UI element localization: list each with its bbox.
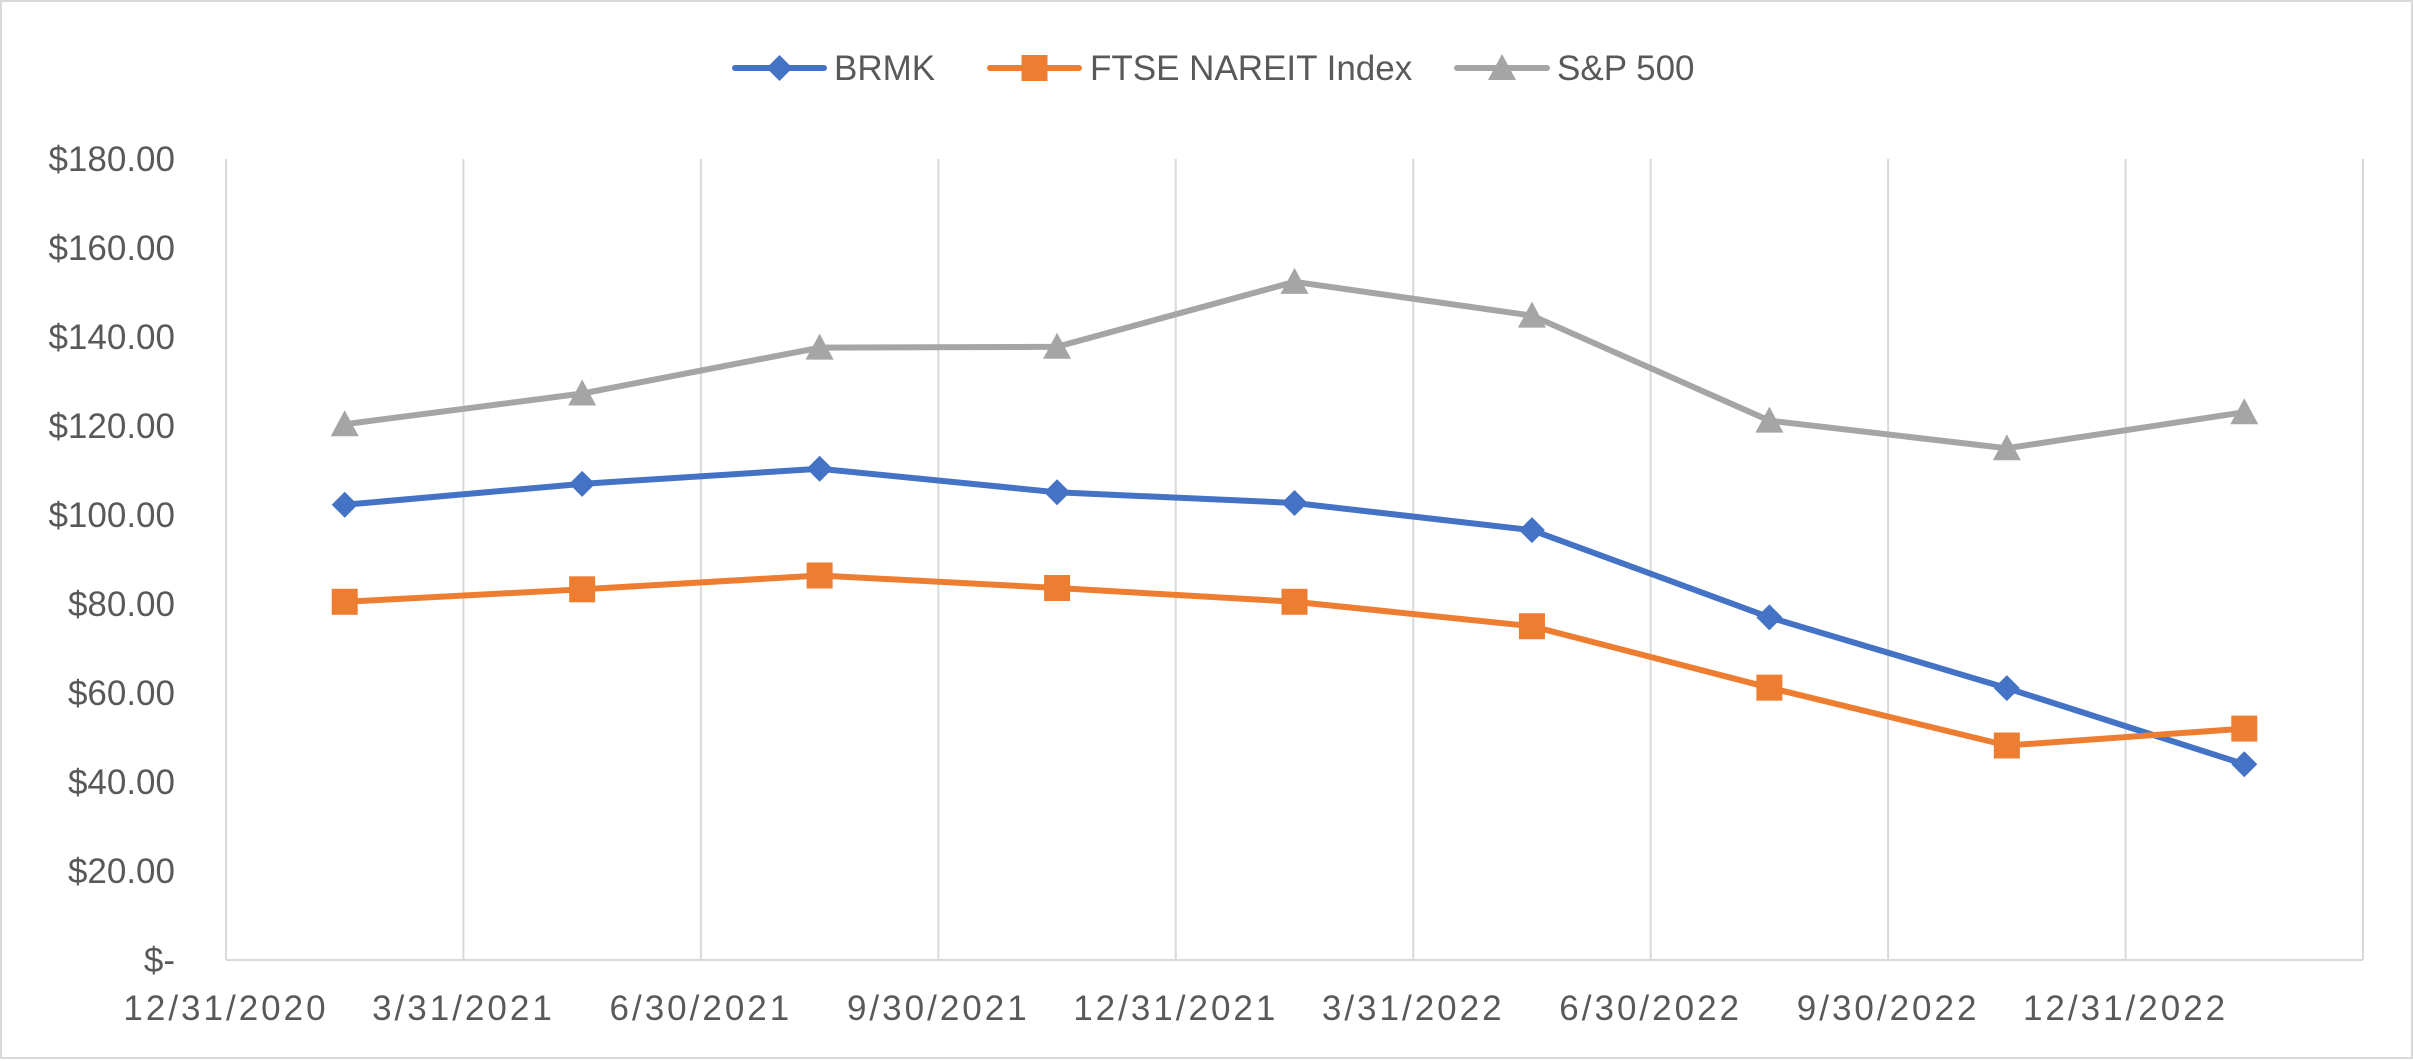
- x-tick-label: 12/31/2021: [1073, 989, 1278, 1028]
- y-tick-label: $60.00: [68, 674, 175, 713]
- legend-marker-diamond: [766, 55, 793, 81]
- data-point-ftse-nareit-index: [1993, 732, 2020, 759]
- data-point-s-p-500: [805, 333, 834, 360]
- data-point-ftse-nareit-index: [1756, 674, 1783, 701]
- data-point-s-p-500: [1992, 434, 2021, 461]
- legend-marker-square: [1021, 55, 1048, 81]
- data-point-s-p-500: [1517, 301, 1546, 328]
- data-point-ftse-nareit-index: [1044, 574, 1071, 601]
- data-point-ftse-nareit-index: [1518, 613, 1545, 640]
- series: [330, 267, 2259, 778]
- data-point-s-p-500: [330, 410, 359, 437]
- y-tick-label: $80.00: [68, 585, 175, 624]
- series-ftse-nareit-index: [331, 562, 2258, 759]
- data-point-brmk: [1044, 479, 1071, 506]
- x-tick-label: 3/31/2021: [372, 989, 555, 1028]
- legend-label: BRMK: [834, 49, 935, 88]
- data-point-s-p-500: [2230, 398, 2259, 425]
- data-point-ftse-nareit-index: [1281, 588, 1308, 615]
- data-point-s-p-500: [1280, 267, 1309, 294]
- x-tick-label: 6/30/2021: [610, 989, 793, 1028]
- y-tick-label: $180.00: [48, 140, 175, 179]
- legend-label: S&P 500: [1557, 49, 1695, 88]
- data-point-s-p-500: [1043, 332, 1072, 359]
- y-tick-label: $100.00: [48, 496, 175, 535]
- series-brmk: [331, 455, 2258, 778]
- data-point-brmk: [2231, 751, 2258, 778]
- x-tick-label: 12/31/2020: [123, 989, 328, 1028]
- data-point-brmk: [1518, 517, 1545, 544]
- data-point-brmk: [1756, 604, 1783, 631]
- data-point-brmk: [569, 470, 596, 497]
- data-point-s-p-500: [1755, 406, 1784, 433]
- y-tick-label: $40.00: [68, 763, 175, 802]
- data-point-s-p-500: [568, 379, 597, 406]
- x-tick-label: 9/30/2021: [847, 989, 1030, 1028]
- legend-item-ftse-nareit-index: FTSE NAREIT Index: [987, 49, 1413, 88]
- data-point-brmk: [331, 491, 358, 518]
- grid-lines: [225, 159, 2364, 960]
- legend: BRMK FTSE NAREIT Index S&P 500: [732, 49, 1695, 88]
- y-tick-label: $160.00: [48, 229, 175, 268]
- data-point-ftse-nareit-index: [331, 588, 358, 615]
- data-point-ftse-nareit-index: [569, 576, 596, 603]
- x-tick-label: 9/30/2022: [1797, 989, 1980, 1028]
- y-tick-label: $20.00: [68, 852, 175, 891]
- data-point-brmk: [806, 455, 833, 482]
- legend-marker-triangle: [1488, 54, 1516, 80]
- y-tick-label: $-: [144, 941, 175, 980]
- data-point-ftse-nareit-index: [2231, 715, 2258, 742]
- x-tick-label: 6/30/2022: [1559, 989, 1742, 1028]
- y-tick-label: $120.00: [48, 407, 175, 446]
- data-point-brmk: [1281, 489, 1308, 516]
- x-tick-label: 3/31/2022: [1322, 989, 1505, 1028]
- legend-label: FTSE NAREIT Index: [1090, 49, 1413, 88]
- data-point-brmk: [1993, 675, 2020, 702]
- y-tick-label: $140.00: [48, 318, 175, 357]
- series-s-p-500: [330, 267, 2259, 461]
- data-point-ftse-nareit-index: [806, 562, 833, 589]
- series-line-s-p-500: [341, 278, 2248, 452]
- axes: $- $20.00 $40.00 $60.00 $80.00 $100.00 $120.00…: [48, 140, 2363, 1028]
- x-tick-label: 12/31/2022: [2023, 989, 2228, 1028]
- legend-item-s-p-500: S&P 500: [1454, 49, 1695, 88]
- legend-item-brmk: BRMK: [732, 49, 935, 88]
